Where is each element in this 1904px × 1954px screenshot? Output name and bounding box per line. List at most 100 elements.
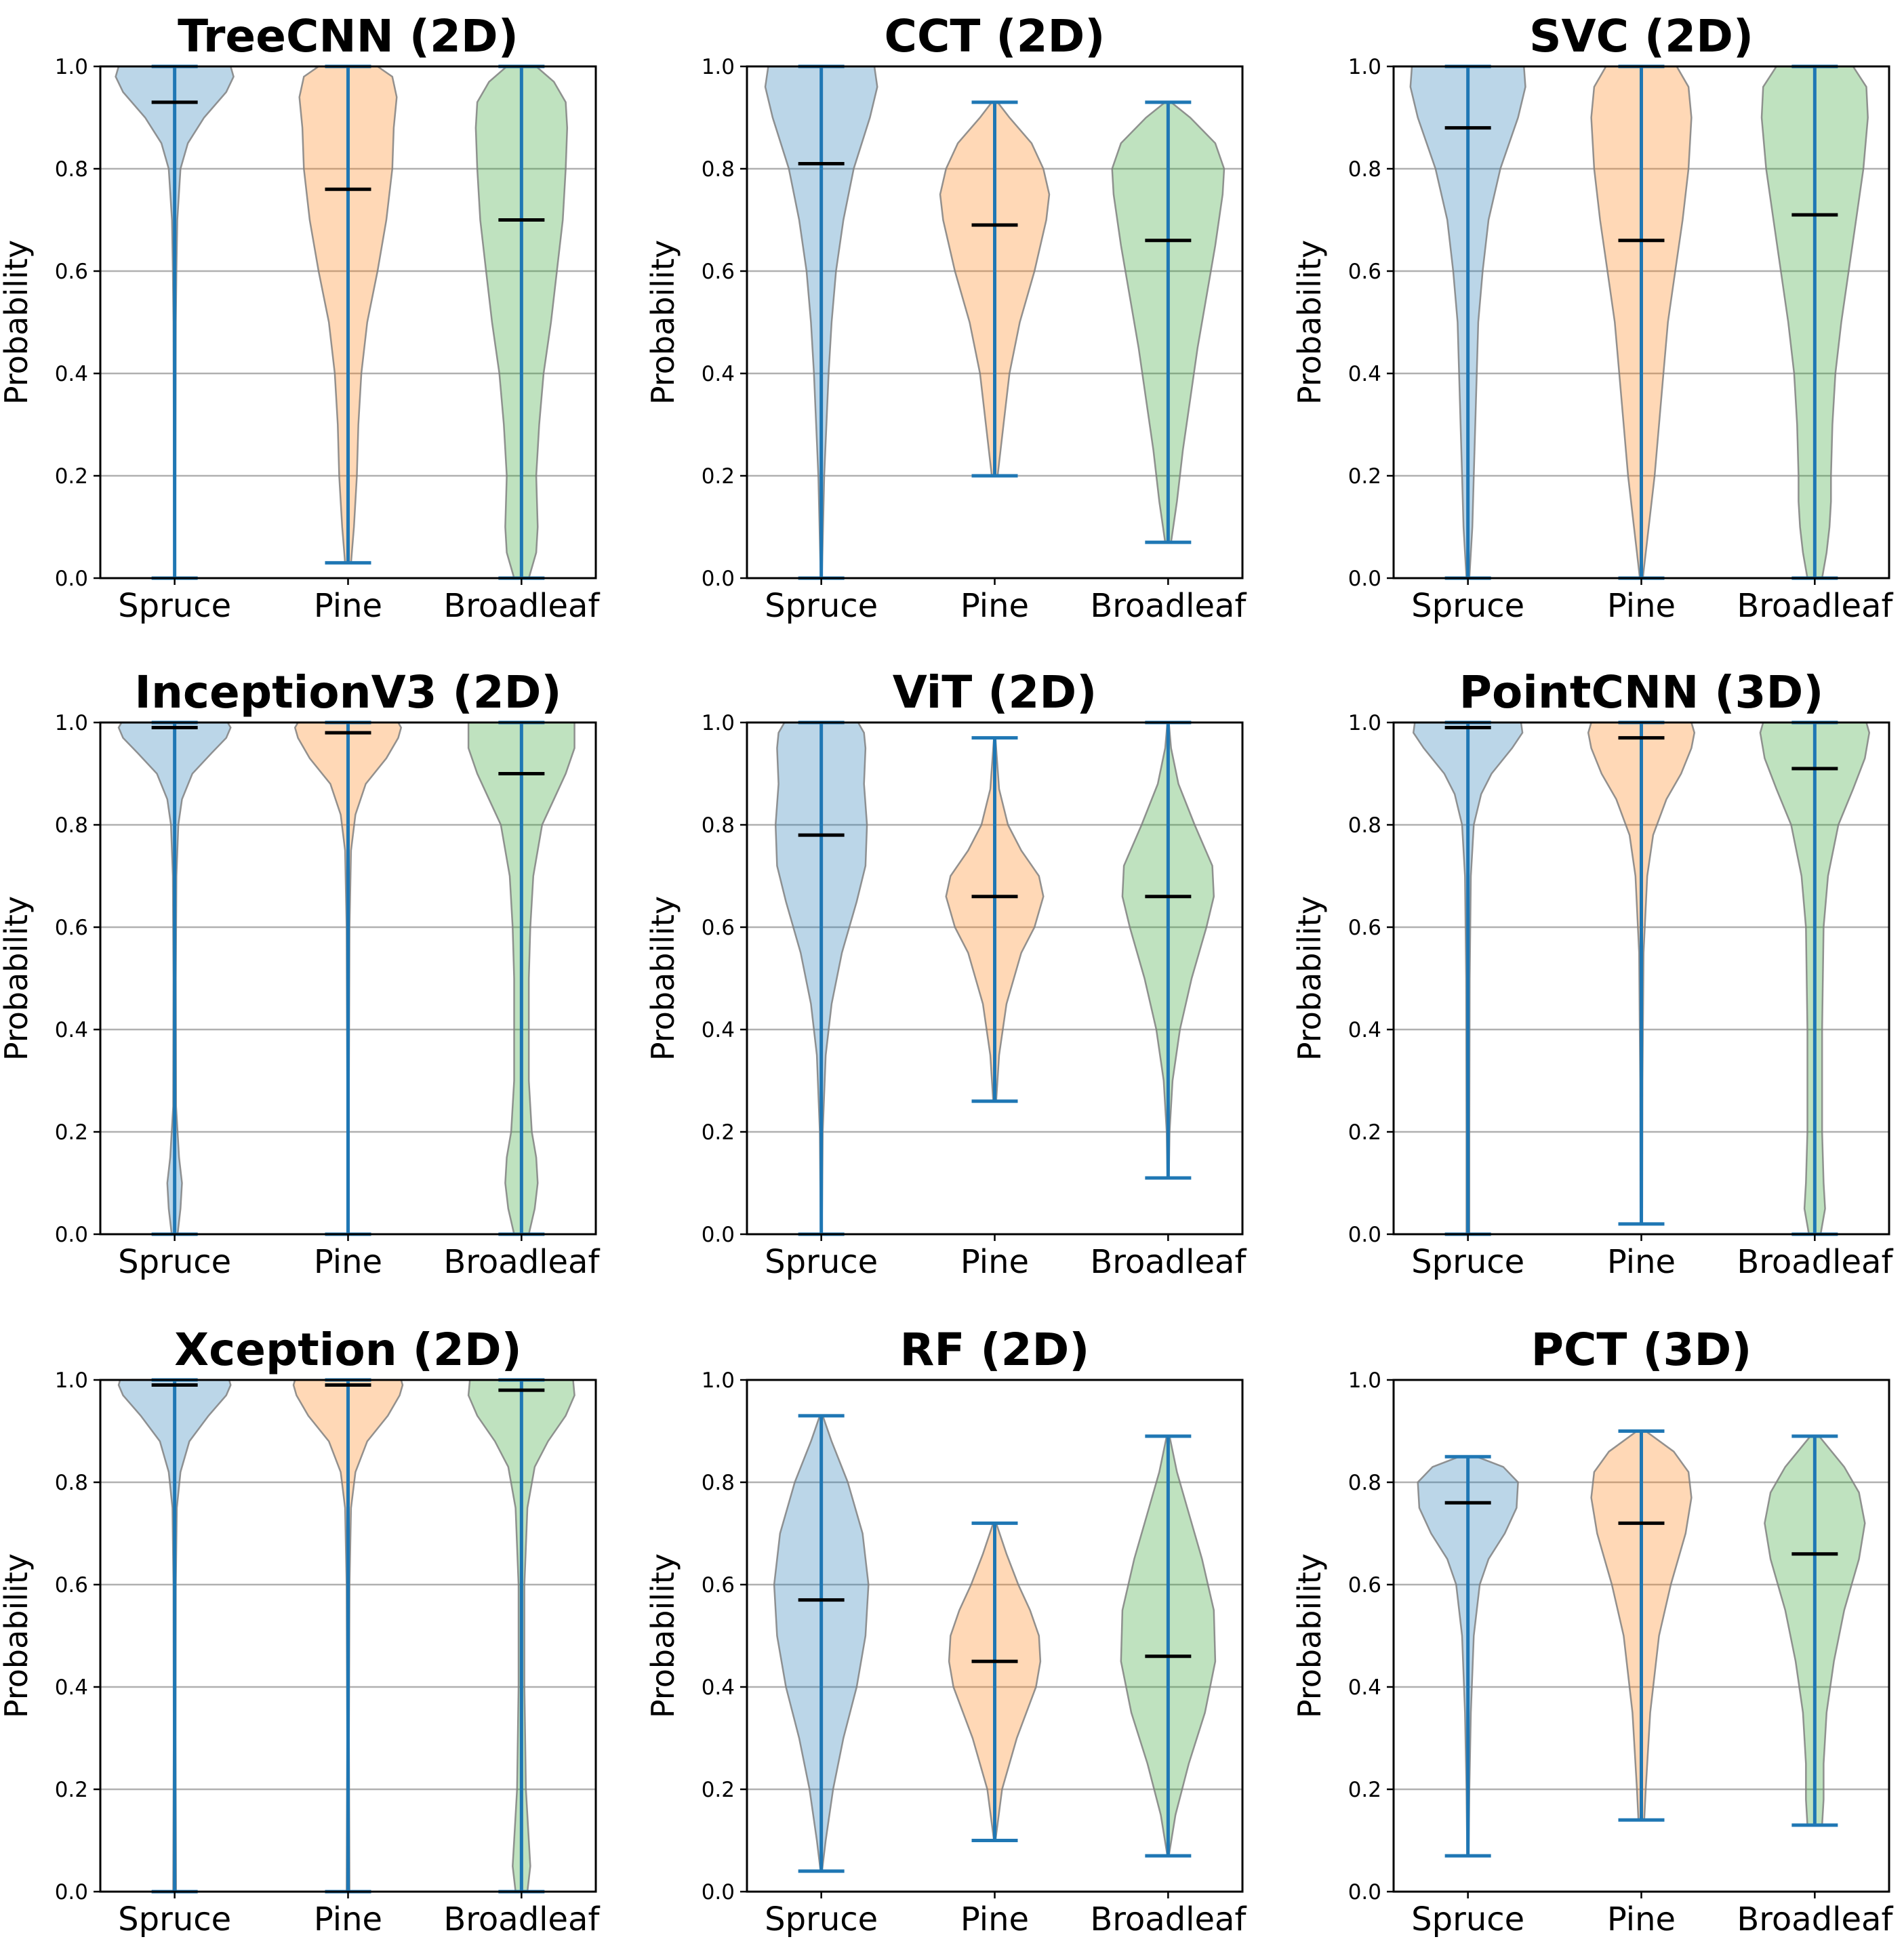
x-tick-label: Pine	[314, 587, 382, 625]
chart-title: RF (2D)	[900, 1324, 1090, 1376]
x-tick-label: Pine	[1607, 1900, 1676, 1938]
y-tick-label: 0.0	[1348, 567, 1381, 591]
y-tick-label: 0.0	[702, 1880, 735, 1905]
y-tick-label: 0.4	[702, 1018, 735, 1042]
y-tick-label: 0.8	[702, 813, 735, 838]
y-tick-label: 0.4	[55, 362, 88, 386]
chart-panel: 0.0 0.2 0.4 0.6 0.8 1.0 Spruce Pine Broadleaf Xce…	[0, 1324, 600, 1938]
y-tick-label: 0.8	[702, 157, 735, 182]
chart-title: InceptionV3 (2D)	[134, 666, 561, 718]
y-tick-label: 0.2	[1348, 1778, 1381, 1802]
x-tick-label: Pine	[960, 1900, 1029, 1938]
y-tick-label: 0.0	[55, 1880, 88, 1905]
y-tick-label: 1.0	[702, 711, 735, 735]
chart-panel: 0.0 0.2 0.4 0.6 0.8 1.0 Spruce Pine Broadleaf Poi…	[1291, 666, 1893, 1281]
y-tick-label: 0.6	[55, 1573, 88, 1597]
x-tick-label: Pine	[960, 587, 1029, 625]
x-tick-label: Spruce	[765, 1900, 878, 1938]
y-axis-label: Probability	[1291, 896, 1328, 1061]
chart-panel: 0.0 0.2 0.4 0.6 0.8 1.0 Spruce Pine Broadleaf ViT…	[645, 666, 1247, 1281]
x-tick-label: Broadleaf	[1090, 587, 1247, 625]
y-tick-label: 1.0	[55, 55, 88, 79]
chart-title: ViT (2D)	[893, 666, 1097, 718]
x-tick-label: Broadleaf	[1090, 1243, 1247, 1281]
x-tick-label: Pine	[314, 1900, 382, 1938]
x-tick-label: Broadleaf	[443, 1243, 600, 1281]
y-tick-label: 0.4	[1348, 362, 1381, 386]
axes-frame	[746, 65, 1244, 579]
axes-frame	[1392, 1379, 1890, 1893]
x-tick-label: Spruce	[1411, 1243, 1524, 1281]
y-tick-label: 0.8	[1348, 157, 1381, 182]
y-tick-label: 0.4	[1348, 1675, 1381, 1700]
chart-title: CCT (2D)	[885, 10, 1106, 62]
y-tick-label: 0.8	[55, 1471, 88, 1495]
y-tick-label: 0.2	[1348, 1120, 1381, 1145]
y-tick-label: 0.2	[55, 1120, 88, 1145]
y-axis-label: Probability	[1291, 1553, 1328, 1718]
y-tick-label: 0.4	[702, 362, 735, 386]
axes-frame	[99, 1379, 597, 1893]
chart-panel: 0.0 0.2 0.4 0.6 0.8 1.0 Spruce Pine Broadleaf SVC…	[1291, 10, 1893, 625]
y-tick-label: 0.2	[702, 1120, 735, 1145]
y-tick-label: 0.6	[1348, 1573, 1381, 1597]
axes-frame	[746, 721, 1244, 1236]
y-tick-label: 1.0	[702, 55, 735, 79]
y-axis-label: Probability	[645, 1553, 681, 1718]
y-tick-label: 0.0	[1348, 1223, 1381, 1247]
y-tick-label: 0.6	[702, 260, 735, 284]
chart-title: PointCNN (3D)	[1459, 666, 1824, 718]
y-tick-label: 1.0	[55, 711, 88, 735]
y-tick-label: 0.8	[55, 157, 88, 182]
x-tick-label: Broadleaf	[1737, 1900, 1893, 1938]
y-tick-label: 0.6	[55, 260, 88, 284]
y-tick-label: 0.2	[55, 1778, 88, 1802]
axes-frame	[1392, 65, 1890, 579]
y-tick-label: 1.0	[1348, 711, 1381, 735]
chart-title: SVC (2D)	[1529, 10, 1754, 62]
x-tick-label: Spruce	[118, 1243, 231, 1281]
y-tick-label: 0.2	[702, 1778, 735, 1802]
y-tick-label: 0.4	[1348, 1018, 1381, 1042]
y-tick-label: 0.6	[1348, 260, 1381, 284]
x-tick-label: Pine	[1607, 1243, 1676, 1281]
y-axis-label: Probability	[0, 1553, 35, 1718]
y-axis-label: Probability	[645, 896, 681, 1061]
x-tick-label: Pine	[314, 1243, 382, 1281]
chart-panel: 0.0 0.2 0.4 0.6 0.8 1.0 Spruce Pine Broadleaf Inc…	[0, 666, 600, 1281]
chart-panel: 0.0 0.2 0.4 0.6 0.8 1.0 Spruce Pine Broadleaf CCT…	[645, 10, 1247, 625]
y-axis-label: Probability	[0, 896, 35, 1061]
x-tick-label: Spruce	[765, 587, 878, 625]
x-tick-label: Broadleaf	[1737, 587, 1893, 625]
y-axis-label: Probability	[0, 240, 35, 405]
x-tick-label: Broadleaf	[443, 1900, 600, 1938]
y-tick-label: 0.8	[1348, 1471, 1381, 1495]
y-axis-label: Probability	[645, 240, 681, 405]
x-tick-label: Spruce	[765, 1243, 878, 1281]
chart-title: TreeCNN (2D)	[178, 10, 519, 62]
y-tick-label: 0.6	[702, 916, 735, 940]
axes-frame	[1392, 721, 1890, 1236]
y-tick-label: 0.4	[55, 1018, 88, 1042]
chart-title: PCT (3D)	[1531, 1324, 1752, 1376]
axes-frame	[99, 65, 597, 579]
y-tick-label: 0.2	[702, 464, 735, 489]
chart-title: Xception (2D)	[174, 1324, 522, 1376]
y-tick-label: 0.2	[1348, 464, 1381, 489]
chart-panel: 0.0 0.2 0.4 0.6 0.8 1.0 Spruce Pine Broadleaf RF …	[645, 1324, 1247, 1938]
y-tick-label: 1.0	[702, 1368, 735, 1393]
y-tick-label: 0.4	[55, 1675, 88, 1700]
x-tick-label: Broadleaf	[1090, 1900, 1247, 1938]
y-tick-label: 0.6	[702, 1573, 735, 1597]
x-tick-label: Pine	[1607, 587, 1676, 625]
y-tick-label: 0.8	[1348, 813, 1381, 838]
y-tick-label: 1.0	[1348, 55, 1381, 79]
x-tick-label: Spruce	[1411, 587, 1524, 625]
y-tick-label: 1.0	[55, 1368, 88, 1393]
y-tick-label: 0.0	[55, 567, 88, 591]
axes-frame	[746, 1379, 1244, 1893]
y-tick-label: 0.4	[702, 1675, 735, 1700]
x-tick-label: Spruce	[118, 1900, 231, 1938]
y-tick-label: 0.6	[1348, 916, 1381, 940]
